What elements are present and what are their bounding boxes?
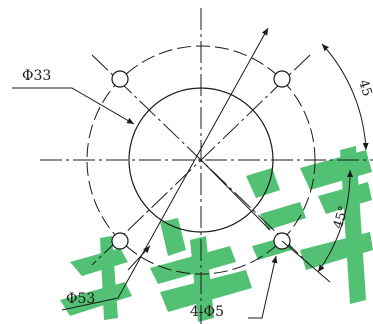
leader-phi53-lower: [127, 245, 151, 271]
leaders: [12, 27, 369, 319]
label-angle-upper: 45: [355, 78, 373, 98]
bolt-hole-bottom-left: [111, 232, 129, 250]
watermark-logo: [60, 146, 373, 322]
angle-extension-lower: [281, 240, 331, 283]
bolt-holes: [111, 70, 291, 250]
bolt-circle: [86, 45, 316, 275]
bolt-hole-top-left: [111, 70, 129, 88]
label-holes: 4-Φ5: [190, 304, 224, 320]
leader-hole-pointer: [200, 159, 271, 231]
angle-arc-lower: [317, 169, 354, 273]
leader-phi33: [12, 87, 135, 125]
leader-holes: [248, 255, 278, 319]
bolt-hole-top-right: [273, 70, 291, 88]
inner-ring: [128, 87, 274, 233]
label-phi53: Φ53: [66, 291, 95, 307]
leader-phi53: [61, 297, 119, 311]
label-angle-lower: 45°: [331, 204, 352, 231]
label-phi33: Φ33: [22, 68, 51, 84]
angle-arc-upper: [321, 43, 369, 151]
